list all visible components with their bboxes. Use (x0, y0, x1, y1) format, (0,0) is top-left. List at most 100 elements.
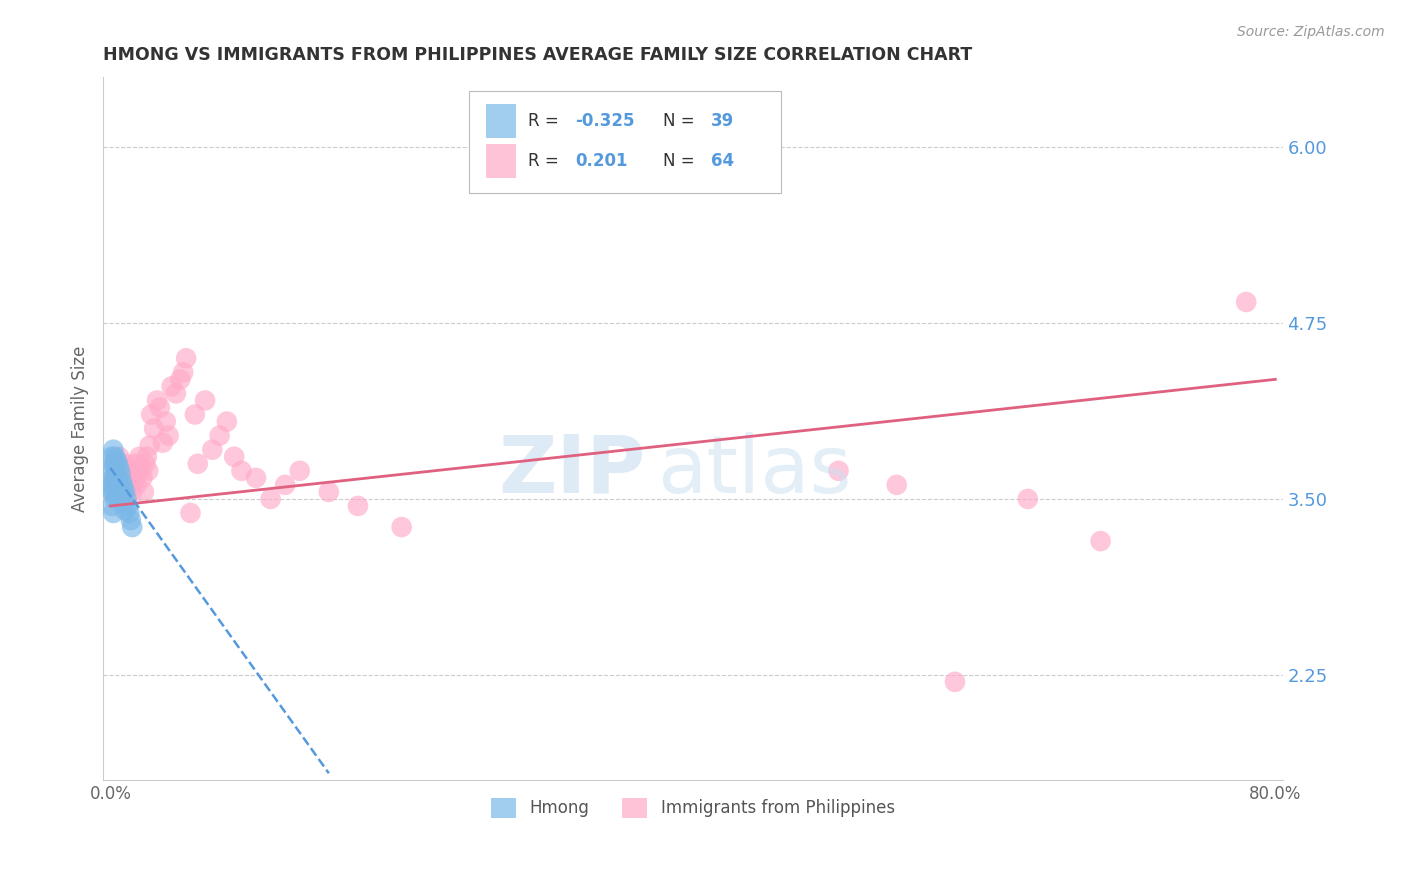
Point (107, 457, 129, 471)
Point (231, 464, 253, 478)
Point (886, 478, 908, 492)
Point (1017, 491, 1039, 506)
Point (114, 457, 136, 471)
Point (103, 506, 125, 520)
Point (160, 379, 183, 393)
Point (108, 475, 131, 489)
Point (131, 471, 153, 485)
Point (141, 408, 163, 422)
Point (114, 471, 136, 485)
Point (318, 484, 340, 499)
Point (172, 365, 194, 379)
Point (943, 674, 966, 689)
Point (132, 484, 155, 499)
Point (111, 475, 134, 489)
Point (121, 464, 143, 478)
Point (259, 491, 281, 506)
Point (108, 489, 131, 503)
Point (115, 461, 138, 475)
Point (274, 478, 297, 492)
Point (134, 457, 156, 471)
Text: N =: N = (664, 153, 700, 170)
Point (115, 491, 138, 506)
Point (103, 484, 125, 499)
Point (129, 461, 152, 475)
Point (112, 484, 135, 499)
Point (215, 415, 238, 429)
Point (224, 450, 246, 464)
Point (107, 471, 129, 485)
Point (103, 478, 125, 492)
Text: 0.201: 0.201 (575, 153, 627, 170)
Point (114, 503, 136, 517)
Point (124, 457, 146, 471)
Point (347, 499, 370, 513)
Point (101, 464, 124, 478)
Point (105, 478, 128, 492)
Point (117, 499, 139, 513)
Point (101, 484, 124, 499)
Point (165, 386, 187, 401)
Point (104, 491, 127, 506)
Point (1090, 534, 1112, 549)
Point (101, 499, 124, 513)
Point (108, 471, 131, 485)
Point (149, 401, 172, 415)
Point (105, 467, 128, 481)
Point (103, 471, 125, 485)
Point (121, 520, 143, 534)
Point (110, 464, 132, 478)
Text: 39: 39 (710, 112, 734, 130)
Point (128, 450, 150, 464)
Point (101, 478, 124, 492)
Text: N =: N = (664, 112, 700, 130)
Point (104, 457, 127, 471)
Point (111, 489, 134, 503)
Point (208, 428, 231, 442)
Text: R =: R = (527, 153, 564, 170)
Point (152, 435, 174, 450)
Point (201, 442, 224, 457)
Point (157, 428, 180, 442)
Text: -0.325: -0.325 (575, 112, 634, 130)
Point (103, 442, 125, 457)
Point (120, 475, 142, 489)
Point (136, 464, 159, 478)
Point (110, 484, 132, 499)
Legend: Hmong, Immigrants from Philippines: Hmong, Immigrants from Philippines (484, 791, 901, 825)
Point (135, 450, 157, 464)
Point (121, 484, 143, 499)
Text: HMONG VS IMMIGRANTS FROM PHILIPPINES AVERAGE FAMILY SIZE CORRELATION CHART: HMONG VS IMMIGRANTS FROM PHILIPPINES AVE… (103, 46, 973, 64)
Point (155, 415, 177, 429)
Point (108, 450, 131, 464)
Text: R =: R = (527, 112, 564, 130)
Point (105, 489, 128, 503)
Point (174, 351, 197, 366)
Point (105, 452, 128, 467)
Point (107, 484, 129, 499)
Point (112, 481, 135, 495)
Point (107, 484, 129, 499)
Point (120, 513, 142, 527)
Point (104, 481, 127, 495)
Point (104, 471, 127, 485)
Point (179, 506, 201, 520)
FancyBboxPatch shape (468, 91, 782, 193)
Point (101, 478, 124, 492)
Point (827, 464, 849, 478)
Point (127, 467, 149, 481)
Point (104, 461, 127, 475)
Point (194, 393, 217, 408)
Point (187, 457, 209, 471)
Point (101, 450, 124, 464)
FancyBboxPatch shape (486, 145, 516, 178)
Point (117, 467, 139, 481)
Y-axis label: Average Family Size: Average Family Size (72, 345, 89, 512)
Point (146, 393, 169, 408)
Text: atlas: atlas (658, 432, 852, 510)
Point (108, 461, 131, 475)
FancyBboxPatch shape (486, 104, 516, 138)
Text: 64: 64 (710, 153, 734, 170)
Point (143, 421, 166, 435)
Point (118, 506, 141, 520)
